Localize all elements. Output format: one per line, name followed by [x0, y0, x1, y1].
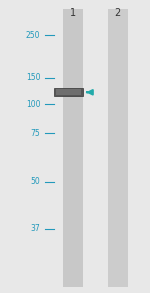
FancyBboxPatch shape: [108, 9, 128, 287]
Text: 150: 150: [26, 73, 40, 82]
FancyBboxPatch shape: [54, 88, 82, 96]
Text: 2: 2: [115, 8, 121, 18]
FancyBboxPatch shape: [63, 9, 83, 287]
FancyBboxPatch shape: [63, 15, 83, 287]
FancyBboxPatch shape: [56, 89, 81, 95]
Text: 1: 1: [70, 8, 76, 18]
Text: 250: 250: [26, 31, 40, 40]
Text: 50: 50: [31, 177, 40, 186]
FancyBboxPatch shape: [108, 15, 128, 287]
Text: 37: 37: [31, 224, 40, 233]
Text: 100: 100: [26, 100, 40, 108]
Text: 75: 75: [31, 129, 40, 138]
